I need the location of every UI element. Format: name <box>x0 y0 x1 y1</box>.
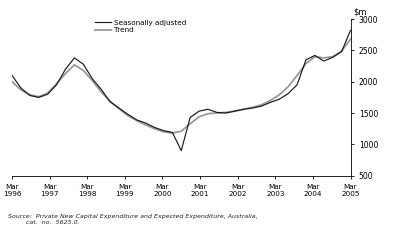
Trend <box>45 92 50 94</box>
Seasonally adjusted <box>63 68 68 71</box>
Seasonally adjusted <box>277 98 281 101</box>
Seasonally adjusted <box>125 113 130 116</box>
Trend <box>179 130 184 133</box>
Trend <box>90 79 94 82</box>
Seasonally adjusted <box>241 108 246 111</box>
Seasonally adjusted <box>214 111 219 114</box>
Trend <box>19 89 23 91</box>
Trend <box>108 100 112 103</box>
Seasonally adjusted <box>45 93 50 96</box>
Trend <box>339 50 344 52</box>
Trend <box>250 106 255 109</box>
Trend <box>348 38 353 40</box>
Trend <box>72 64 77 66</box>
Seasonally adjusted <box>348 29 353 32</box>
Trend <box>214 112 219 114</box>
Trend <box>206 112 210 115</box>
Seasonally adjusted <box>339 50 344 53</box>
Seasonally adjusted <box>268 101 273 104</box>
Trend <box>295 74 299 77</box>
Trend <box>188 122 193 125</box>
Line: Trend: Trend <box>12 39 351 133</box>
Seasonally adjusted <box>99 88 104 91</box>
Trend <box>99 90 104 93</box>
Seasonally adjusted <box>143 122 148 124</box>
Trend <box>170 132 175 134</box>
Seasonally adjusted <box>179 149 184 152</box>
Seasonally adjusted <box>312 54 317 57</box>
Seasonally adjusted <box>250 107 255 109</box>
Seasonally adjusted <box>330 56 335 59</box>
Seasonally adjusted <box>161 129 166 132</box>
Seasonally adjusted <box>27 94 32 97</box>
Trend <box>10 80 14 83</box>
Trend <box>27 94 32 96</box>
Trend <box>322 57 326 59</box>
Trend <box>63 72 68 75</box>
Seasonally adjusted <box>232 110 237 113</box>
Seasonally adjusted <box>19 87 23 89</box>
Text: Source:  Private New Capital Expenditure and Expected Expenditure, Australia,
  : Source: Private New Capital Expenditure … <box>8 214 258 225</box>
Trend <box>304 62 308 65</box>
Seasonally adjusted <box>259 105 264 108</box>
Trend <box>241 108 246 111</box>
Seasonally adjusted <box>206 108 210 111</box>
Trend <box>143 123 148 126</box>
Line: Seasonally adjusted: Seasonally adjusted <box>12 30 351 151</box>
Trend <box>224 111 228 114</box>
Trend <box>134 119 139 122</box>
Seasonally adjusted <box>54 84 59 86</box>
Seasonally adjusted <box>108 100 112 103</box>
Trend <box>161 131 166 133</box>
Legend: Seasonally adjusted, Trend: Seasonally adjusted, Trend <box>95 20 187 34</box>
Text: $m: $m <box>353 7 367 16</box>
Seasonally adjusted <box>117 107 121 109</box>
Trend <box>330 55 335 58</box>
Seasonally adjusted <box>197 110 201 113</box>
Trend <box>117 107 121 110</box>
Seasonally adjusted <box>286 92 291 95</box>
Trend <box>259 104 264 106</box>
Trend <box>37 95 41 98</box>
Seasonally adjusted <box>152 126 157 129</box>
Trend <box>277 94 281 96</box>
Seasonally adjusted <box>81 63 86 66</box>
Seasonally adjusted <box>322 60 326 62</box>
Seasonally adjusted <box>188 116 193 119</box>
Seasonally adjusted <box>37 96 41 99</box>
Seasonally adjusted <box>90 77 94 80</box>
Trend <box>312 55 317 58</box>
Seasonally adjusted <box>134 118 139 121</box>
Trend <box>232 110 237 113</box>
Seasonally adjusted <box>224 112 228 114</box>
Seasonally adjusted <box>295 84 299 86</box>
Trend <box>125 114 130 117</box>
Seasonally adjusted <box>304 58 308 61</box>
Seasonally adjusted <box>72 57 77 59</box>
Seasonally adjusted <box>10 74 14 77</box>
Trend <box>81 69 86 72</box>
Seasonally adjusted <box>170 131 175 134</box>
Trend <box>152 127 157 130</box>
Trend <box>268 99 273 102</box>
Trend <box>197 115 201 118</box>
Trend <box>54 82 59 85</box>
Trend <box>286 85 291 88</box>
